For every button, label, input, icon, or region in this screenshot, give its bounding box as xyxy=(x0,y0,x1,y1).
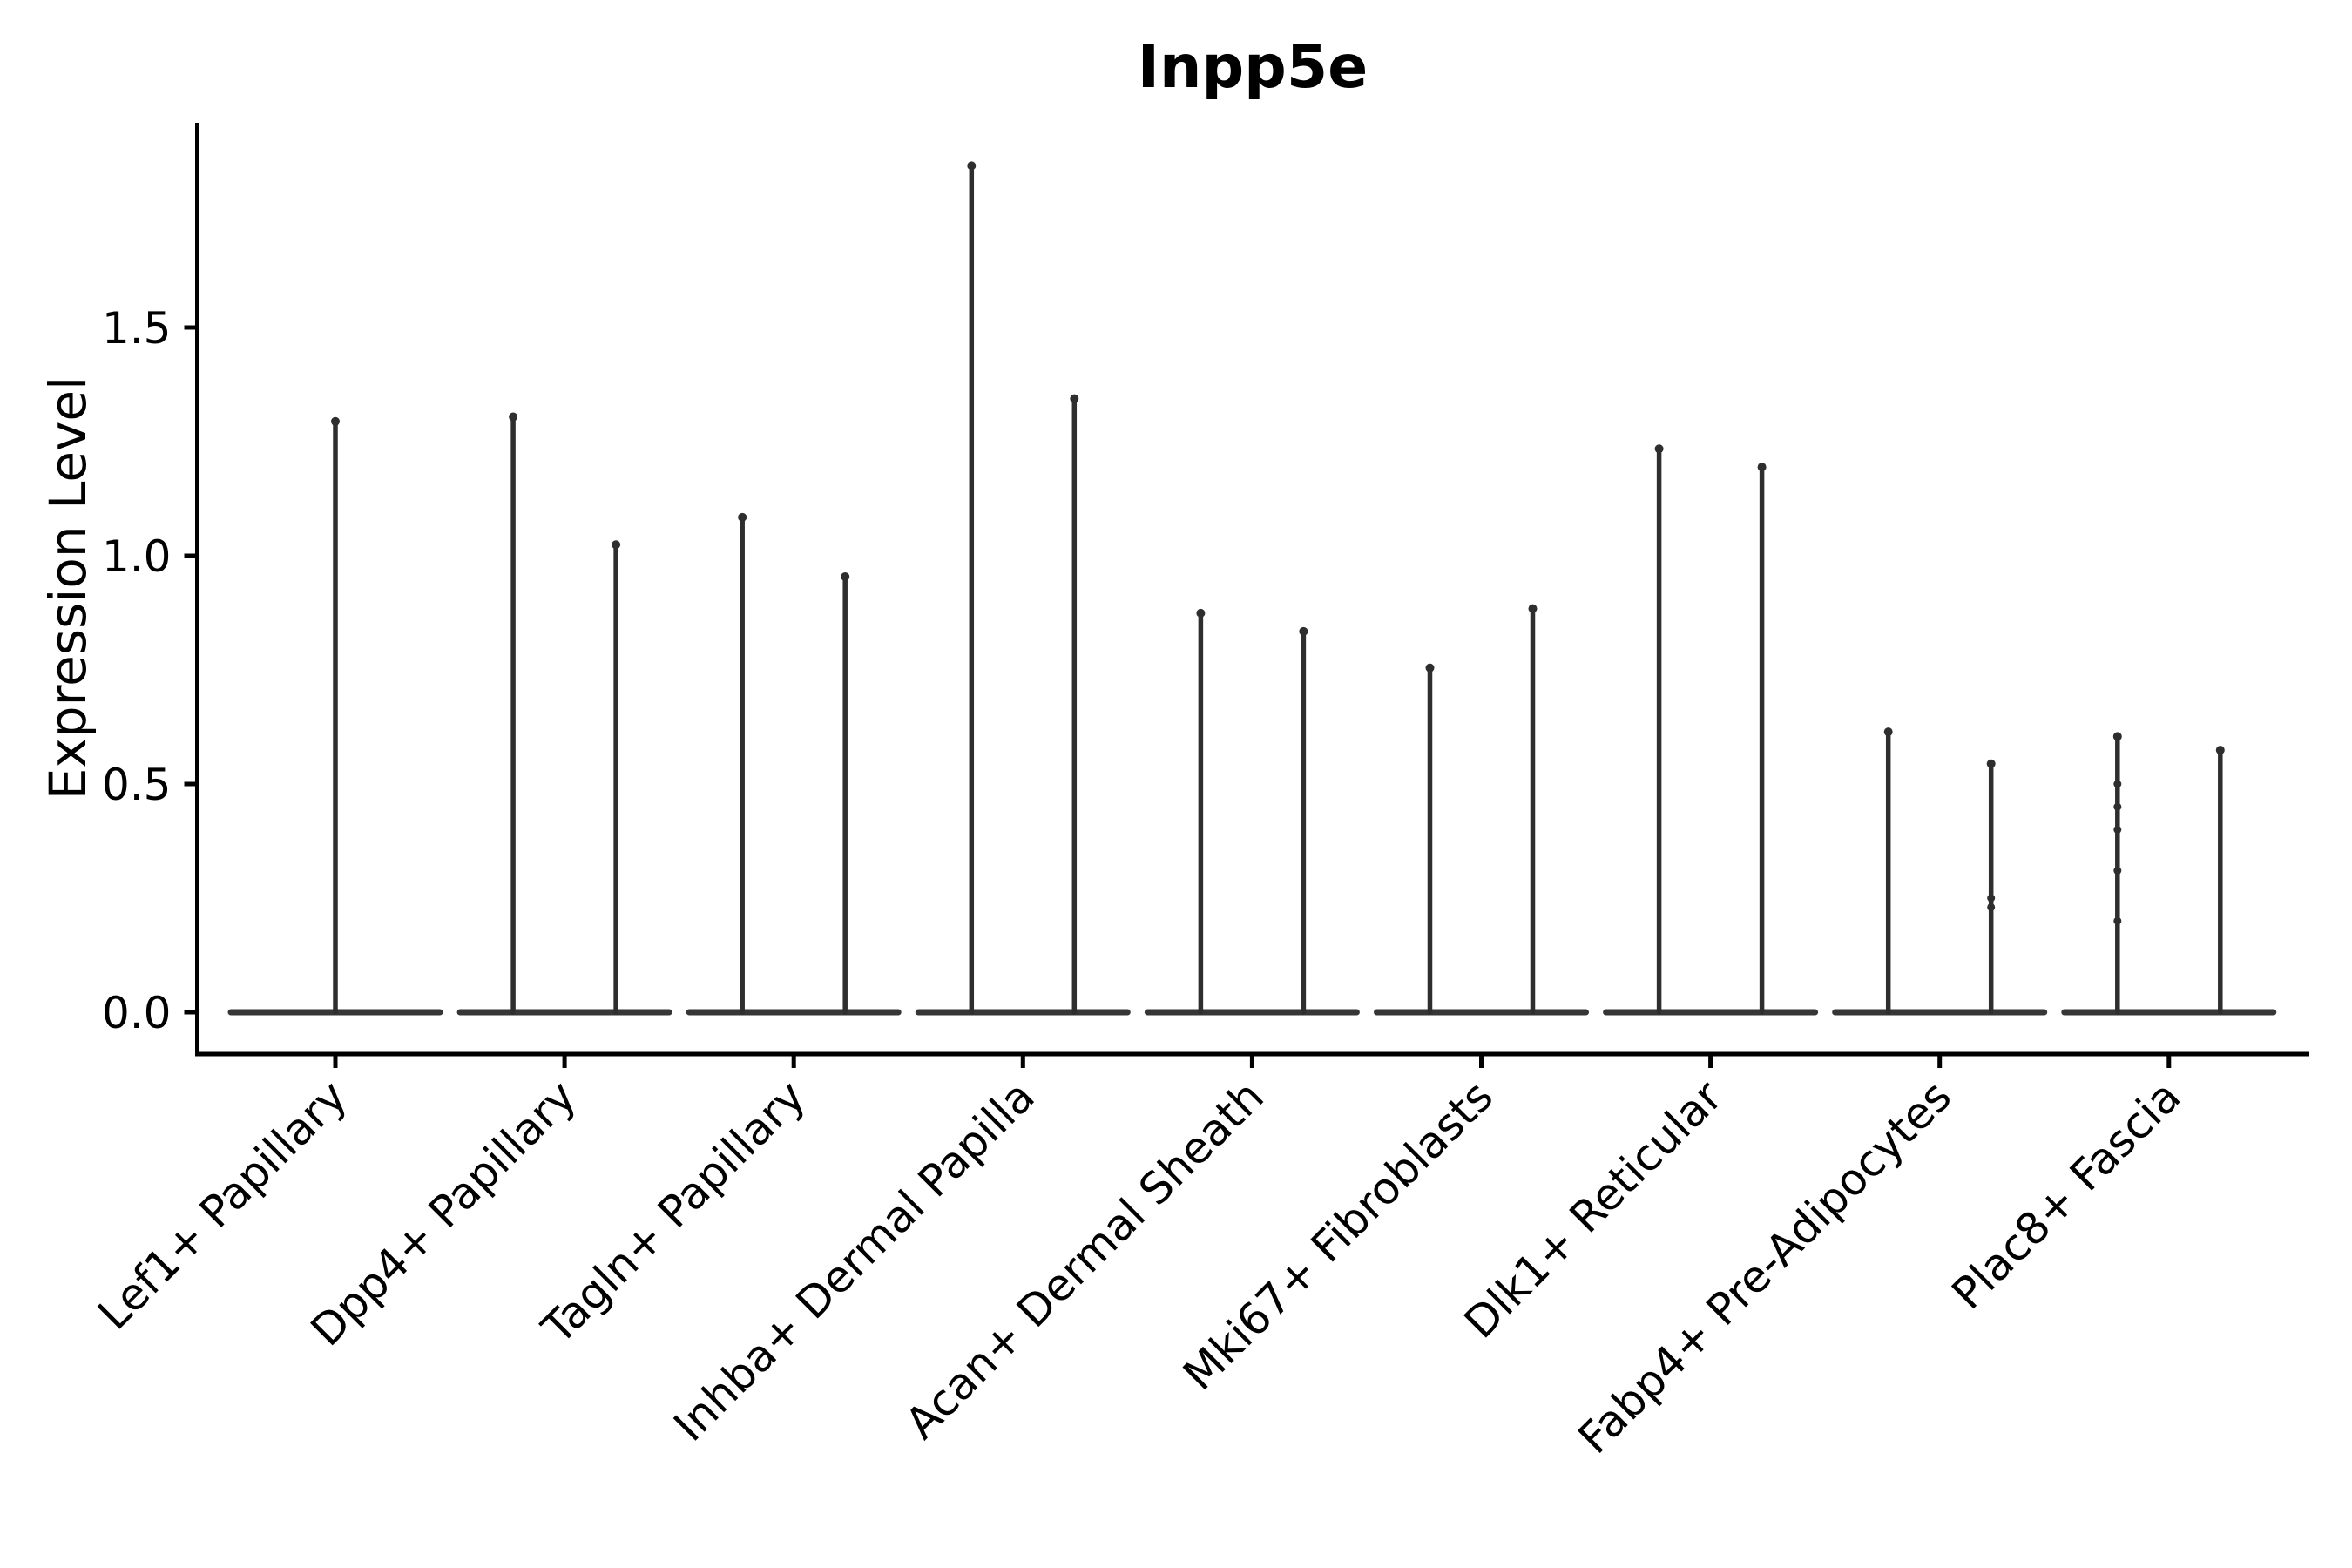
x-tick-label: Lef1+ Papillary xyxy=(88,1071,356,1339)
jitter-point xyxy=(2113,916,2122,925)
violin-spike-tip xyxy=(1654,444,1664,454)
chart-title: Inpp5e xyxy=(1138,33,1369,102)
violin-spike-tip xyxy=(1528,604,1538,613)
x-tick-label: Plac8+ Fascia xyxy=(1943,1071,2191,1319)
violin-spike-tip xyxy=(2112,732,2122,741)
y-tick-label: 0.0 xyxy=(102,988,172,1038)
axes-layer xyxy=(184,123,2309,1068)
violin-spike-tip xyxy=(1883,727,1893,737)
violin-spike-tip xyxy=(738,512,747,522)
violin-spike-tip xyxy=(509,412,518,422)
jitter-point xyxy=(1987,894,1996,902)
violin-spike-tip xyxy=(967,161,977,171)
jitter-point xyxy=(2113,825,2122,834)
violin-spike-tip xyxy=(331,416,340,426)
y-tick-label: 1.5 xyxy=(102,303,172,354)
jitter-point xyxy=(2113,867,2122,875)
violin-category xyxy=(456,412,672,1016)
violin-category xyxy=(915,161,1131,1016)
violin-category xyxy=(1374,604,1589,1016)
violin-category xyxy=(1832,727,2048,1016)
violin-category xyxy=(1144,608,1360,1016)
jitter-point xyxy=(2113,780,2122,788)
violins-layer xyxy=(227,161,2277,1016)
violin-spike-tip xyxy=(1757,463,1767,472)
violin-category xyxy=(1603,444,1819,1016)
y-axis-label: Expression Level xyxy=(38,376,98,800)
violin-spike-tip xyxy=(612,540,621,550)
x-tick-label: Fabp4+ Pre-Adipocytes xyxy=(1569,1071,1962,1463)
violin-spike-tip xyxy=(841,571,850,581)
violin-spike-tip xyxy=(1070,394,1079,403)
violin-category xyxy=(227,416,443,1016)
y-tick-label: 0.5 xyxy=(102,760,172,810)
violin-category xyxy=(2061,732,2277,1016)
violin-category xyxy=(686,512,902,1016)
jitter-point xyxy=(1987,902,1996,911)
violin-spike-tip xyxy=(1986,759,1996,768)
violin-spike-tip xyxy=(2215,746,2225,755)
jitter-point xyxy=(2113,802,2122,811)
violin-spike-tip xyxy=(1299,626,1308,636)
violin-spike-tip xyxy=(1196,608,1206,618)
y-tick-label: 1.0 xyxy=(102,531,172,582)
violin-spike-tip xyxy=(1425,663,1435,672)
